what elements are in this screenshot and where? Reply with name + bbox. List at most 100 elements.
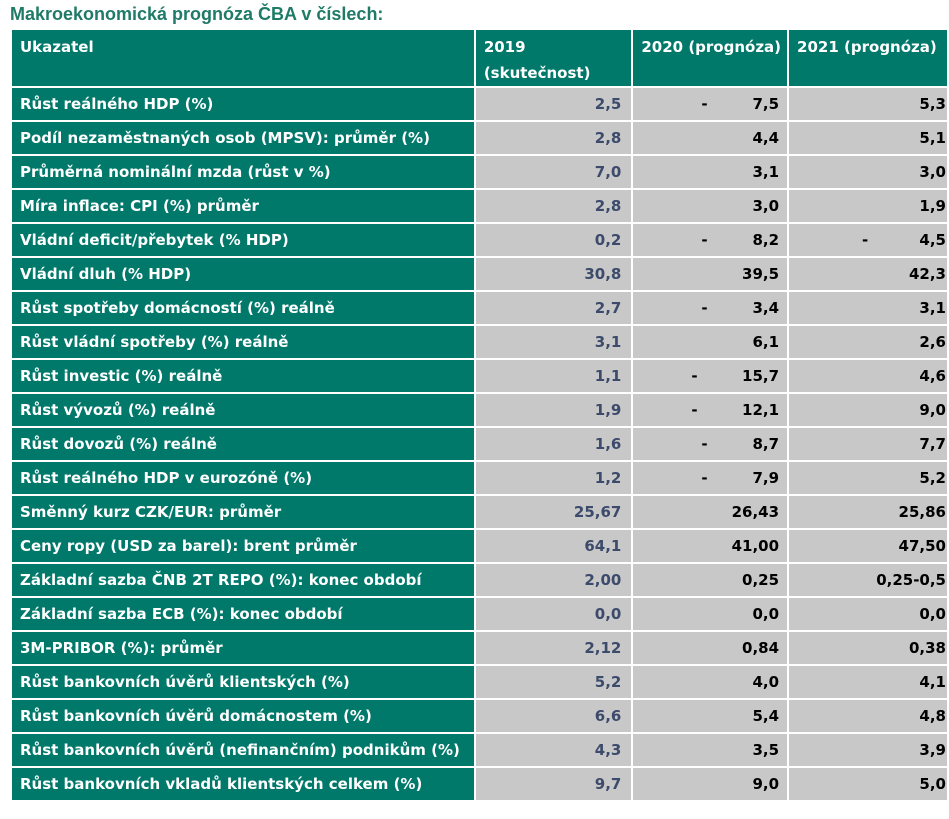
negative-sign: - <box>701 95 708 113</box>
value-2020: - 8,7 <box>631 426 790 462</box>
value-2019: 0,0 <box>473 596 634 632</box>
value-2021: 42,3 <box>787 256 949 292</box>
value-2021-number: 5,2 <box>919 469 946 487</box>
table-row: Podíl nezaměstnaných osob (MPSV): průměr… <box>10 120 949 156</box>
value-2021-number: 5,3 <box>919 95 946 113</box>
value-2020-number: 0,84 <box>742 639 780 657</box>
value-2021-number: 42,3 <box>908 265 946 283</box>
value-2021-number: 2,6 <box>919 333 946 351</box>
value-2021-number: 0,38 <box>908 639 946 657</box>
row-label: Podíl nezaměstnaných osob (MPSV): průměr… <box>10 120 476 156</box>
table-row: Základní sazba ECB (%): konec období 0,0 0… <box>10 596 949 632</box>
value-2020-number: 0,0 <box>752 605 780 623</box>
value-2020: - 3,4 <box>631 290 790 326</box>
table-row: Růst investic (%) reálně 1,1 - 15,7 4,6 <box>10 358 949 394</box>
negative-sign: - <box>701 469 708 487</box>
value-2020: 3,0 <box>631 188 790 224</box>
value-2020: 4,4 <box>631 120 790 156</box>
table-row: Základní sazba ČNB 2T REPO (%): konec ob… <box>10 562 949 598</box>
value-2020-number: 3,5 <box>752 741 780 759</box>
value-2020-number: 4,0 <box>752 673 780 691</box>
value-2021: 0,25-0,5 <box>787 562 949 598</box>
value-2020-number: 3,1 <box>752 163 780 181</box>
header-2019: 2019 (skutečnost) <box>473 28 634 88</box>
header-2021: 2021 (prognóza) <box>787 28 949 88</box>
table-row: Růst dovozů (%) reálně 1,6 - 8,7 7,7 <box>10 426 949 462</box>
row-label: Růst spotřeby domácností (%) reálně <box>10 290 476 326</box>
value-2021: 3,9 <box>787 732 949 768</box>
table-row: Růst bankovních úvěrů domácnostem (%) 6,6… <box>10 698 949 734</box>
table-body: Růst reálného HDP (%) 2,5 - 7,5 5,3 Podíl nez… <box>10 86 949 802</box>
value-2021: 0,38 <box>787 630 949 666</box>
table-row: Míra inflace: CPI (%) průměr 2,8 3,0 1,9 <box>10 188 949 224</box>
row-label: 3M-PRIBOR (%): průměr <box>10 630 476 666</box>
value-2019: 4,3 <box>473 732 634 768</box>
value-2021: 5,0 <box>787 766 949 802</box>
value-2021: 47,50 <box>787 528 949 564</box>
table-row: Ceny ropy (USD za barel): brent průměr 64… <box>10 528 949 564</box>
row-label: Míra inflace: CPI (%) průměr <box>10 188 476 224</box>
value-2021-number: 7,7 <box>919 435 946 453</box>
table-row: Růst vývozů (%) reálně 1,9 - 12,1 9,0 <box>10 392 949 428</box>
value-2019: 1,2 <box>473 460 634 496</box>
row-label: Základní sazba ČNB 2T REPO (%): konec ob… <box>10 562 476 598</box>
value-2020-number: 7,5 <box>752 95 780 113</box>
value-2020: 0,25 <box>631 562 790 598</box>
value-2020: 26,43 <box>631 494 790 530</box>
value-2019: 7,0 <box>473 154 634 190</box>
value-2020-number: 3,0 <box>752 197 780 215</box>
value-2020-number: 8,2 <box>752 231 780 249</box>
value-2020: 0,84 <box>631 630 790 666</box>
row-label: Základní sazba ECB (%): konec období <box>10 596 476 632</box>
row-label: Růst vládní spotřeby (%) reálně <box>10 324 476 360</box>
page-title: Makroekonomická prognóza ČBA v číslech: <box>10 4 384 24</box>
table-row: Růst bankovních úvěrů (nefinančním) podn… <box>10 732 949 768</box>
value-2020-number: 5,4 <box>752 707 780 725</box>
value-2019: 3,1 <box>473 324 634 360</box>
table-row: Růst reálného HDP (%) 2,5 - 7,5 5,3 <box>10 86 949 122</box>
value-2019: 1,6 <box>473 426 634 462</box>
value-2021: 1,9 <box>787 188 949 224</box>
value-2020: 3,1 <box>631 154 790 190</box>
value-2021: 5,1 <box>787 120 949 156</box>
table-row: Růst vládní spotřeby (%) reálně 3,1 6,1 2,6 <box>10 324 949 360</box>
value-2020: - 7,5 <box>631 86 790 122</box>
value-2019: 2,7 <box>473 290 634 326</box>
value-2020: - 8,2 <box>631 222 790 258</box>
value-2021-number: 25,86 <box>898 503 946 521</box>
negative-sign: - <box>691 401 698 419</box>
value-2020-number: 15,7 <box>742 367 780 385</box>
row-label: Růst bankovních vkladů klientských celke… <box>10 766 476 802</box>
value-2021: 2,6 <box>787 324 949 360</box>
value-2019: 64,1 <box>473 528 634 564</box>
value-2020: - 15,7 <box>631 358 790 394</box>
value-2019: 2,00 <box>473 562 634 598</box>
value-2021-number: 3,9 <box>919 741 946 759</box>
table-row: Vládní dluh (% HDP) 30,8 39,5 42,3 <box>10 256 949 292</box>
value-2019: 2,12 <box>473 630 634 666</box>
header-2019-year: 2019 <box>483 38 526 56</box>
row-label: Růst bankovních úvěrů domácnostem (%) <box>10 698 476 734</box>
value-2019: 30,8 <box>473 256 634 292</box>
value-2020-number: 12,1 <box>742 401 780 419</box>
value-2020: - 7,9 <box>631 460 790 496</box>
row-label: Směnný kurz CZK/EUR: průměr <box>10 494 476 530</box>
value-2021: 3,0 <box>787 154 949 190</box>
value-2021-number: 4,6 <box>919 367 946 385</box>
value-2019: 5,2 <box>473 664 634 700</box>
table-row: Průměrná nominální mzda (růst v %) 7,0 3,1… <box>10 154 949 190</box>
value-2021: 25,86 <box>787 494 949 530</box>
table-row: Růst bankovních úvěrů klientských (%) 5,2… <box>10 664 949 700</box>
value-2019: 0,2 <box>473 222 634 258</box>
value-2020-number: 6,1 <box>752 333 780 351</box>
row-label: Růst bankovních úvěrů klientských (%) <box>10 664 476 700</box>
value-2020-number: 7,9 <box>752 469 780 487</box>
value-2020: 5,4 <box>631 698 790 734</box>
row-label: Růst reálného HDP v eurozóně (%) <box>10 460 476 496</box>
row-label: Vládní deficit/přebytek (% HDP) <box>10 222 476 258</box>
value-2021-number: 0,25-0,5 <box>876 571 946 589</box>
row-label: Průměrná nominální mzda (růst v %) <box>10 154 476 190</box>
header-2019-note: (skutečnost) <box>483 64 591 82</box>
value-2021-number: 0,0 <box>919 605 946 623</box>
value-2021: 4,6 <box>787 358 949 394</box>
